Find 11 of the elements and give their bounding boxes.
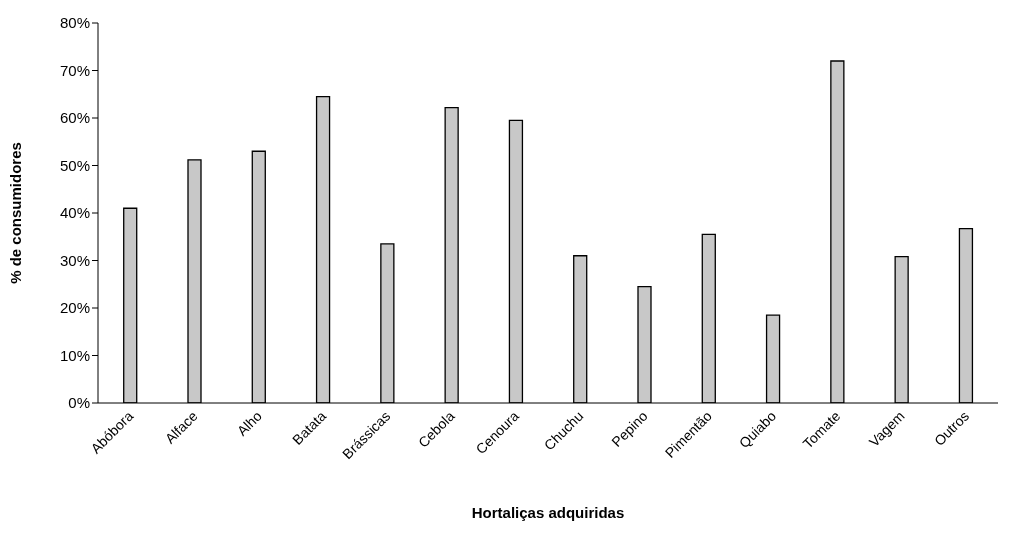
y-tick-label: 80% (59, 14, 90, 32)
y-tick-label: 60% (59, 109, 90, 127)
x-axis-title: Hortaliças adquiridas (471, 504, 625, 521)
y-tick-label: 70% (59, 61, 90, 79)
y-tick-label: 50% (59, 156, 90, 174)
y-axis-title: % de consumidores (7, 142, 25, 284)
y-tick-label: 30% (59, 251, 90, 269)
y-tick-label: 20% (59, 299, 90, 317)
y-tick-label: 10% (59, 346, 90, 364)
y-tick-label: 40% (59, 204, 90, 222)
y-tick-label: 0% (68, 394, 90, 412)
